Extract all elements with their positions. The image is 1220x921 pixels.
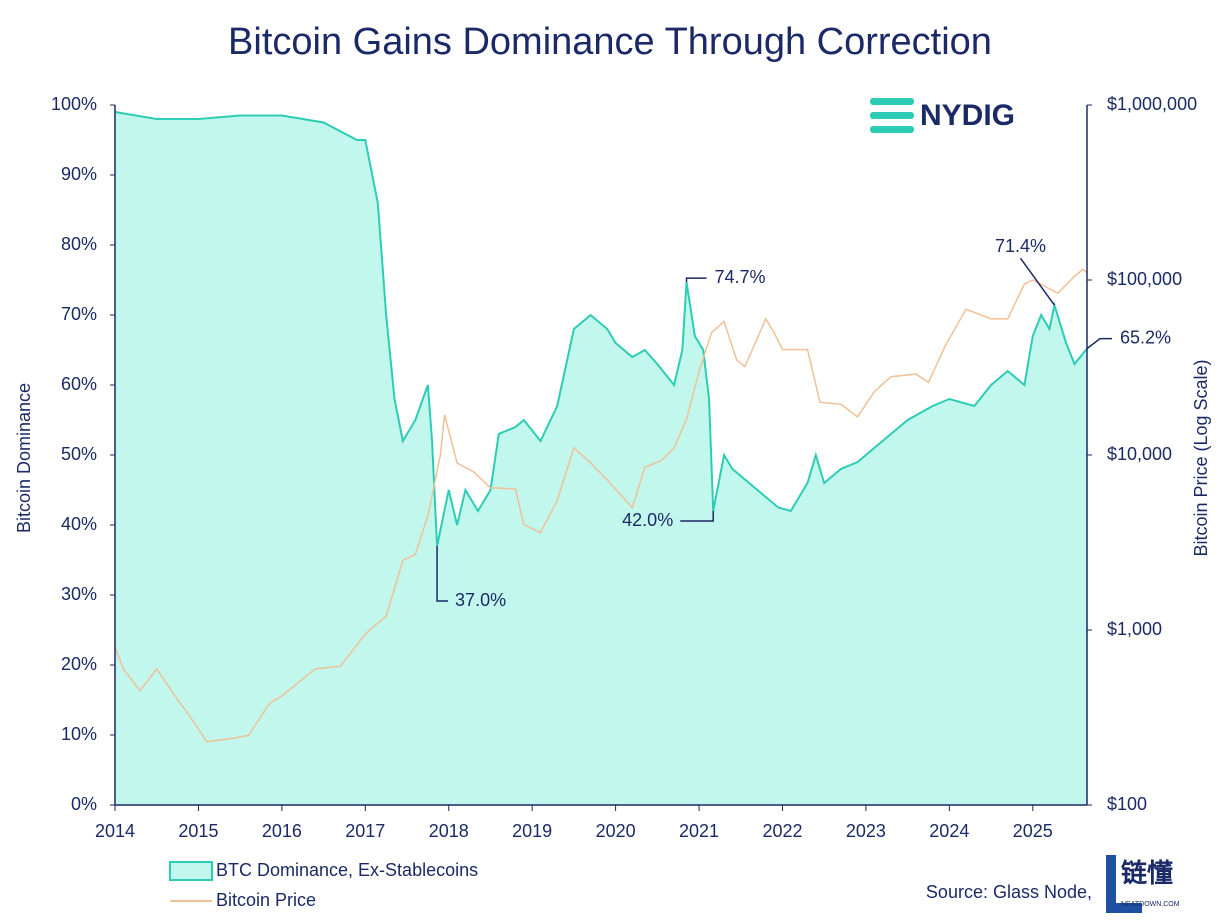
x-tick-label: 2016 bbox=[262, 821, 302, 841]
chart-title: Bitcoin Gains Dominance Through Correcti… bbox=[228, 21, 992, 63]
y-axis-title: Bitcoin Dominance bbox=[14, 383, 34, 533]
x-tick-label: 2021 bbox=[679, 821, 719, 841]
annotation-label: 42.0% bbox=[622, 510, 673, 530]
y-tick-label: 100% bbox=[51, 94, 97, 114]
y2-tick-label: $100,000 bbox=[1107, 269, 1182, 289]
annotation-leader bbox=[436, 546, 449, 602]
annotation-leader bbox=[680, 511, 714, 522]
y-tick-label: 90% bbox=[61, 164, 97, 184]
y-tick-label: 20% bbox=[61, 654, 97, 674]
dominance-area bbox=[115, 112, 1087, 805]
annotation-leader bbox=[1086, 337, 1112, 350]
y-tick-label: 30% bbox=[61, 584, 97, 604]
logo: NYDIG bbox=[870, 98, 1015, 133]
y2-tick-label: $10,000 bbox=[1107, 444, 1172, 464]
x-tick-label: 2014 bbox=[95, 821, 135, 841]
annotation-label: 65.2% bbox=[1120, 327, 1171, 347]
legend-swatch bbox=[169, 861, 213, 881]
x-tick-label: 2023 bbox=[846, 821, 886, 841]
x-tick-label: 2022 bbox=[762, 821, 802, 841]
y-tick-label: 50% bbox=[61, 444, 97, 464]
annotation-label: 37.0% bbox=[455, 590, 506, 610]
annotation-leader bbox=[685, 277, 707, 283]
y-tick-label: 0% bbox=[71, 794, 97, 814]
price-line bbox=[114, 268, 1088, 743]
logo-bar bbox=[870, 126, 914, 133]
x-tick-label: 2017 bbox=[345, 821, 385, 841]
dominance-line bbox=[114, 111, 1088, 547]
x-tick-label: 2018 bbox=[429, 821, 469, 841]
y-tick-label: 80% bbox=[61, 234, 97, 254]
x-tick-label: 2015 bbox=[178, 821, 218, 841]
x-tick-label: 2024 bbox=[929, 821, 969, 841]
x-tick-label: 2020 bbox=[596, 821, 636, 841]
y-tick-label: 60% bbox=[61, 374, 97, 394]
y2-tick-label: $1,000 bbox=[1107, 619, 1162, 639]
annotation-label: 71.4% bbox=[995, 236, 1046, 256]
y2-tick-label: $100 bbox=[1107, 794, 1147, 814]
source: Source: Glass Node, bbox=[926, 882, 1092, 902]
watermark-bar bbox=[1106, 855, 1116, 913]
annotation-label: 74.7% bbox=[715, 267, 766, 287]
watermark-bar bbox=[1106, 903, 1142, 913]
y-tick-label: 40% bbox=[61, 514, 97, 534]
watermark-text: 链懂 bbox=[1121, 858, 1173, 888]
y2-axis-title: Bitcoin Price (Log Scale) bbox=[1191, 359, 1211, 556]
watermark-sub: NEATDOWN.COM bbox=[1121, 901, 1180, 908]
logo-bar bbox=[870, 98, 914, 105]
y-tick-label: 10% bbox=[61, 724, 97, 744]
plot-area bbox=[114, 111, 1088, 805]
x-tick-label: 2025 bbox=[1013, 821, 1053, 841]
x-tick-label: 2019 bbox=[512, 821, 552, 841]
legend-label: BTC Dominance, Ex-Stablecoins bbox=[216, 860, 478, 880]
logo-bar bbox=[870, 112, 914, 119]
y-tick-label: 70% bbox=[61, 304, 97, 324]
y2-tick-label: $1,000,000 bbox=[1107, 94, 1197, 114]
annotation-leader bbox=[1019, 257, 1056, 306]
watermark: 链懂 NEATDOWN.COM bbox=[1106, 855, 1180, 913]
legend-label: Bitcoin Price bbox=[216, 890, 316, 910]
logo-text: NYDIG bbox=[920, 99, 1015, 132]
